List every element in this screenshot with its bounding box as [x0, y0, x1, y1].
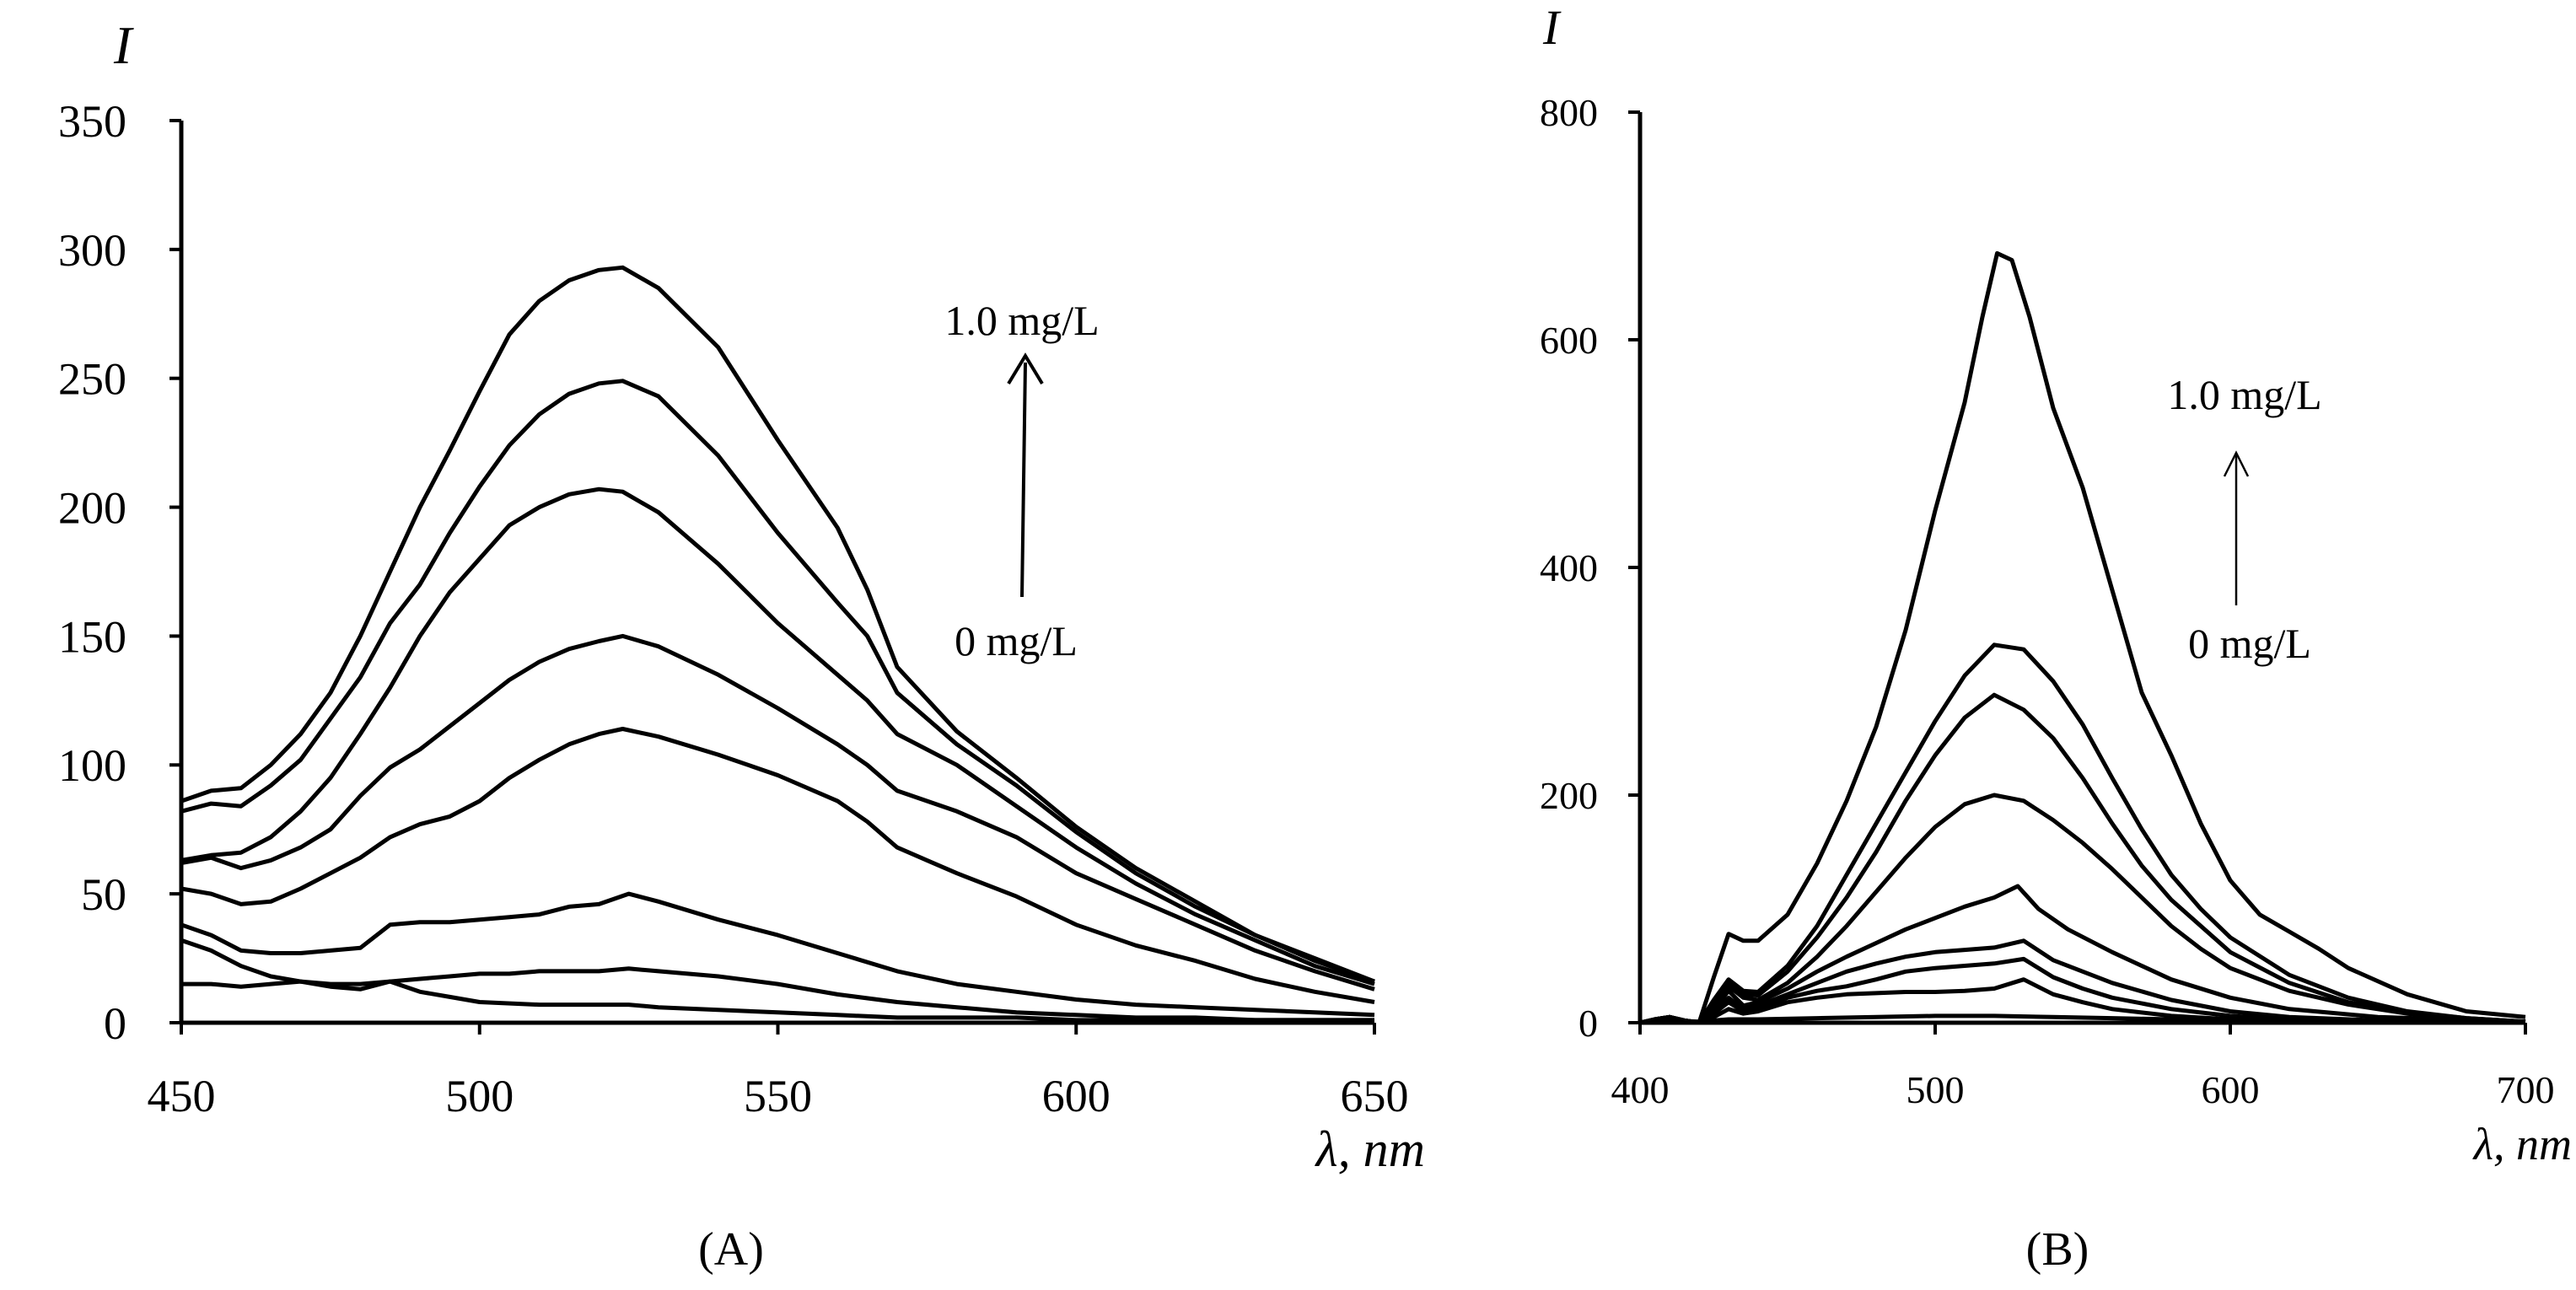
chart-a-ylabel: I	[113, 15, 134, 75]
chart-a-x-tick-label: 500	[445, 1071, 514, 1121]
chart-b-caption: (B)	[2026, 1223, 2089, 1276]
chart-b-y-tick-label: 800	[1540, 91, 1598, 134]
chart-a-series-7	[180, 379, 1375, 984]
chart-a-ticks: 450 500 550 600 650 0 50 100 150 200 250 300 350	[58, 96, 1409, 1121]
chart-b-y-tick-label: 600	[1540, 319, 1598, 362]
chart-a-y-tick-label: 300	[58, 225, 126, 276]
chart-b-xlabel: λ, nm	[2472, 1119, 2572, 1169]
chart-b-series-9	[1639, 250, 2526, 1025]
chart-a-series-6	[180, 486, 1375, 986]
chart-b-y-tick-label: 400	[1540, 546, 1598, 589]
chart-a-y-tick-label: 350	[58, 96, 126, 147]
chart-a-annotation-top: 1.0 mg/L	[944, 297, 1099, 344]
chart-a-series-group	[180, 265, 1375, 1023]
chart-b-ylabel: I	[1542, 0, 1562, 55]
chart-a-y-tick-label: 100	[58, 740, 126, 791]
chart-a-x-tick-label: 600	[1042, 1071, 1111, 1121]
chart-a-caption: (A)	[698, 1223, 764, 1276]
chart-a: 450 500 550 600 650 0 50 100 150 200 250 300 350 I λ…	[58, 15, 1425, 1276]
chart-b-x-tick-label: 400	[1611, 1068, 1670, 1111]
chart-a-y-tick-label: 200	[58, 482, 126, 533]
chart-a-xlabel: λ, nm	[1315, 1121, 1425, 1177]
chart-b: 400 500 600 700 0 200 400 600 800 I λ, nm 1.0 mg…	[1540, 0, 2572, 1276]
chart-b-y-tick-label: 200	[1540, 774, 1598, 817]
chart-a-arrow-head	[1007, 352, 1044, 385]
chart-a-series-5	[180, 633, 1375, 992]
chart-b-x-tick-label: 500	[1906, 1068, 1965, 1111]
chart-a-y-tick-label: 150	[58, 611, 126, 662]
chart-b-x-tick-label: 700	[2497, 1068, 2555, 1111]
chart-a-y-tick-label: 50	[81, 869, 126, 920]
chart-a-y-tick-label: 250	[58, 354, 126, 405]
chart-b-xlabel-text: λ, nm	[2472, 1119, 2572, 1169]
chart-b-series-8	[1639, 642, 2526, 1025]
chart-b-ticks: 400 500 600 700 0 200 400 600 800	[1540, 91, 2555, 1111]
chart-b-y-tick-label: 0	[1578, 1002, 1598, 1045]
chart-a-x-tick-label: 650	[1341, 1071, 1409, 1121]
chart-a-annotation-bottom: 0 mg/L	[955, 617, 1078, 664]
chart-a-series-8	[180, 265, 1375, 984]
chart-b-annotation-bottom: 0 mg/L	[2188, 620, 2311, 667]
chart-b-series-group	[1639, 250, 2526, 1025]
chart-a-y-tick-label: 0	[104, 998, 126, 1049]
chart-b-arrow-head	[2223, 450, 2250, 477]
chart-a-series-4	[180, 727, 1375, 1004]
chart-a-series-2	[180, 938, 1374, 1023]
chart-a-series-3	[180, 891, 1375, 1018]
chart-a-arrow-shaft	[1020, 362, 1027, 598]
chart-a-x-tick-label: 550	[744, 1071, 812, 1121]
chart-b-x-tick-label: 600	[2202, 1068, 2260, 1111]
chart-b-annotation-top: 1.0 mg/L	[2167, 371, 2321, 418]
chart-a-xlabel-text: λ, nm	[1315, 1121, 1425, 1177]
chart-a-x-tick-label: 450	[148, 1071, 216, 1121]
